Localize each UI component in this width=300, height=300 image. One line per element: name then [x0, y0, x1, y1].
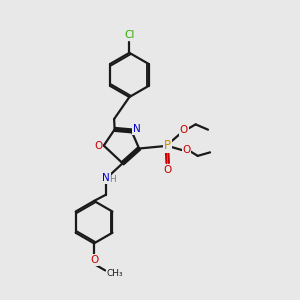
Text: O: O — [164, 165, 172, 175]
Text: H: H — [110, 175, 116, 184]
Text: O: O — [90, 255, 98, 265]
Text: O: O — [94, 141, 103, 151]
Text: O: O — [182, 145, 190, 155]
Text: O: O — [180, 125, 188, 135]
Text: CH₃: CH₃ — [107, 269, 124, 278]
Text: N: N — [102, 173, 110, 183]
Text: P: P — [164, 139, 171, 152]
Text: N: N — [133, 124, 141, 134]
Text: Cl: Cl — [124, 30, 135, 40]
